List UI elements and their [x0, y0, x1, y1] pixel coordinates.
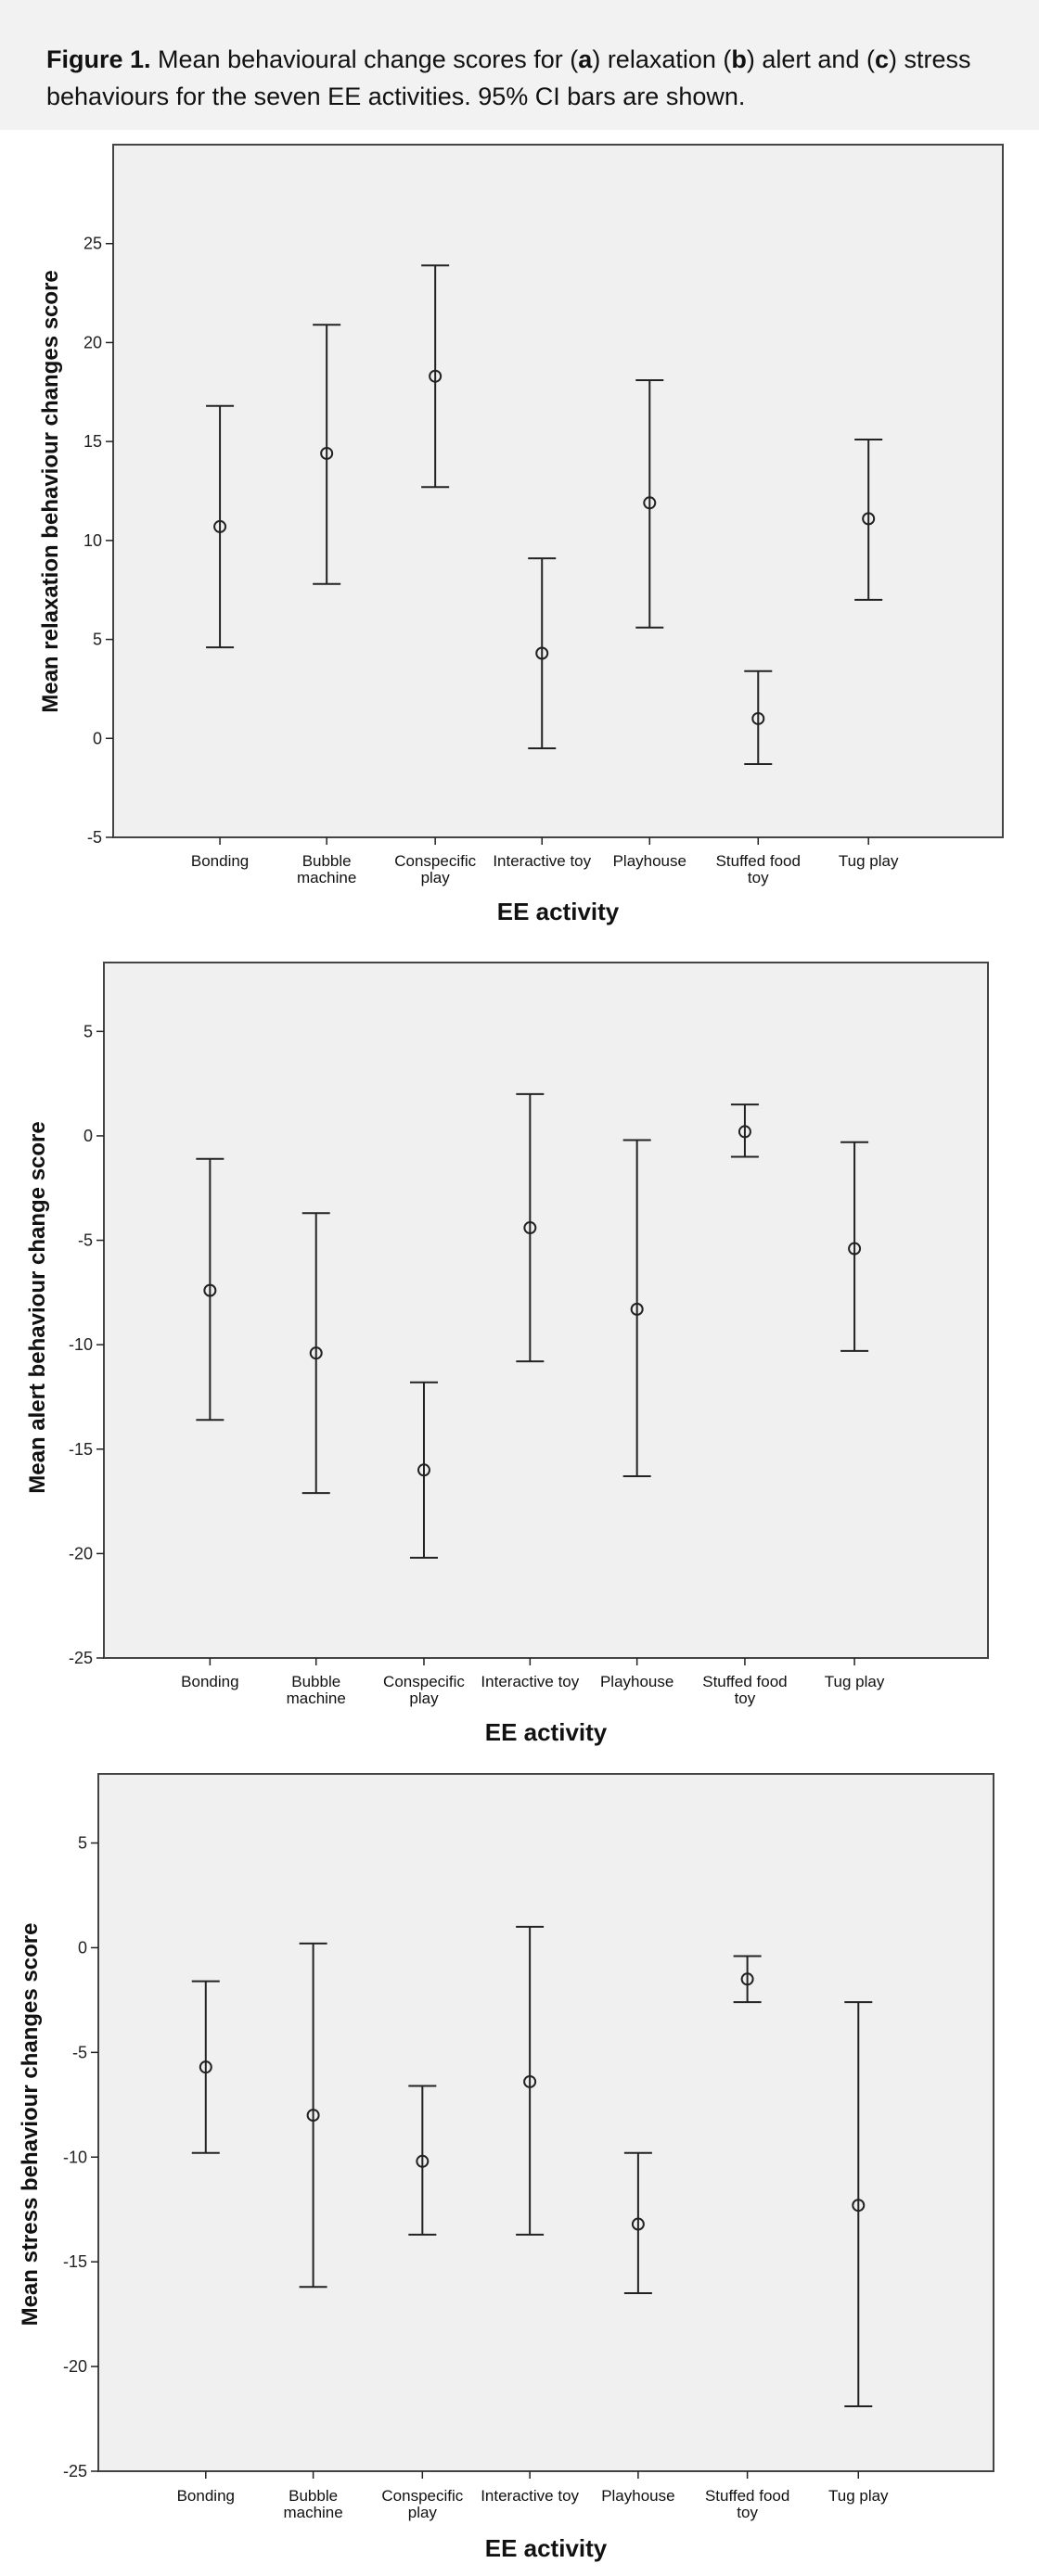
y-tick-label: -25 [69, 1649, 93, 1667]
caption-text-1: Mean behavioural change scores for ( [150, 45, 579, 73]
caption-panel-b: b [731, 45, 747, 73]
x-tick-label: Stuffed food toy [705, 2487, 789, 2521]
y-axis-label: Mean stress behaviour changes score [18, 1923, 43, 2327]
mean-point [631, 2217, 645, 2231]
y-tick-label: -5 [72, 2043, 87, 2061]
caption-text-2: ) relaxation ( [592, 45, 732, 73]
x-tick-label: Bubble machine [297, 852, 356, 886]
x-axis-label: EE activity [497, 898, 620, 925]
figure-caption: Figure 1. Mean behavioural change scores… [0, 0, 1039, 130]
plot-area [97, 1773, 994, 2472]
x-tick-label: Playhouse [600, 1673, 673, 1690]
mean-point [429, 369, 443, 383]
mean-point [738, 1125, 751, 1139]
y-tick-label: 0 [93, 729, 102, 747]
mean-point [643, 496, 657, 510]
mean-point [852, 2199, 866, 2213]
mean-point [416, 2154, 430, 2168]
plot-area [112, 144, 1004, 838]
x-axis-label: EE activity [485, 2534, 608, 2562]
x-tick-label: Stuffed food toy [702, 1673, 787, 1707]
y-tick-label: -15 [69, 1440, 93, 1459]
x-tick-label: Stuffed food toy [716, 852, 801, 886]
y-tick-label: -5 [78, 1231, 93, 1250]
mean-point [213, 519, 227, 533]
mean-point [199, 2060, 212, 2074]
y-tick-label: -15 [63, 2252, 87, 2271]
caption-text-4: ) stress behaviours for the seven EE act… [46, 45, 971, 110]
y-tick-label: -5 [87, 828, 102, 847]
x-tick-label: Tug play [825, 1673, 885, 1690]
x-axis-label: EE activity [485, 1718, 608, 1746]
y-tick-label: 0 [83, 1127, 93, 1145]
caption-text-3: ) alert and ( [746, 45, 875, 73]
y-tick-label: -25 [63, 2462, 87, 2480]
y-tick-label: 5 [93, 631, 102, 649]
y-tick-label: -10 [69, 1335, 93, 1354]
chart-b-svg: -25 -20 -15 -10 -5 0 5 Bonding Bubble machine Cons… [25, 962, 989, 1746]
mean-point [523, 2074, 537, 2088]
y-tick-label: -20 [69, 1544, 93, 1562]
x-tick-label: Bubble machine [287, 1673, 346, 1707]
mean-point [309, 1346, 323, 1360]
caption-panel-a: a [578, 45, 593, 73]
caption-label: Figure 1. [46, 45, 151, 73]
x-tick-label: Conspecific play [383, 1673, 465, 1707]
y-tick-label: 25 [83, 235, 102, 253]
x-tick-label: Playhouse [613, 852, 686, 870]
chart-a-svg: -5 0 5 10 15 20 25 Bonding Bubble machine Conspeci… [38, 144, 1004, 925]
mean-point [306, 2109, 320, 2123]
mean-point [523, 1221, 537, 1235]
chart-c-svg: -25 -20 -15 -10 -5 0 5 Bonding Bubble machine Cons… [18, 1773, 994, 2562]
y-tick-label: 20 [83, 333, 102, 351]
mean-point [417, 1463, 430, 1477]
y-tick-label: 5 [78, 1834, 87, 1853]
x-tick-label: Conspecific play [381, 2487, 463, 2521]
chart-panel-b: -25 -20 -15 -10 -5 0 5 Bonding Bubble machine Cons… [0, 941, 1039, 1757]
y-tick-label: 15 [83, 432, 102, 451]
y-axis-label: Mean relaxation behaviour changes score [38, 270, 63, 713]
plot-area [103, 962, 989, 1659]
mean-point [535, 646, 549, 660]
x-tick-label: Tug play [828, 2487, 889, 2505]
x-tick-label: Conspecific play [394, 852, 476, 886]
x-tick-label: Bonding [181, 1673, 238, 1690]
y-tick-label: 5 [83, 1022, 93, 1040]
mean-point [320, 446, 334, 460]
mean-point [751, 711, 765, 725]
y-tick-label: 10 [83, 531, 102, 550]
mean-point [848, 1242, 862, 1256]
y-axis-label: Mean alert behaviour change score [25, 1121, 50, 1493]
mean-point [740, 1972, 754, 1986]
y-tick-label: -20 [63, 2357, 87, 2376]
x-tick-label: Bubble machine [283, 2487, 342, 2521]
y-tick-label: 0 [78, 1938, 87, 1957]
x-tick-label: Interactive toy [481, 1673, 579, 1690]
x-tick-label: Bonding [177, 2487, 235, 2505]
x-tick-label: Bonding [191, 852, 249, 870]
x-tick-label: Playhouse [601, 2487, 674, 2505]
caption-panel-c: c [874, 45, 889, 73]
chart-panel-c: -25 -20 -15 -10 -5 0 5 Bonding Bubble machine Cons… [0, 1757, 1039, 2576]
mean-point [630, 1302, 644, 1316]
x-tick-label: Interactive toy [493, 852, 591, 870]
y-tick-label: -10 [63, 2148, 87, 2166]
mean-point [862, 512, 876, 526]
mean-point [203, 1283, 217, 1297]
chart-panel-a: -5 0 5 10 15 20 25 Bonding Bubble machine Conspeci… [28, 130, 1030, 937]
x-tick-label: Tug play [839, 852, 899, 870]
x-tick-label: Interactive toy [481, 2487, 579, 2505]
